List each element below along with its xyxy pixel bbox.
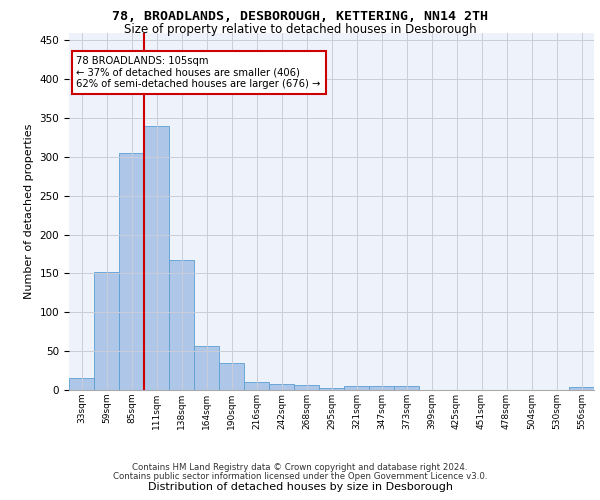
- Bar: [394, 386, 419, 390]
- Y-axis label: Number of detached properties: Number of detached properties: [24, 124, 34, 299]
- Bar: [319, 388, 344, 390]
- Bar: [194, 346, 219, 390]
- Bar: [294, 386, 319, 390]
- Text: Contains HM Land Registry data © Crown copyright and database right 2024.: Contains HM Land Registry data © Crown c…: [132, 464, 468, 472]
- Bar: [269, 384, 294, 390]
- Text: 78, BROADLANDS, DESBOROUGH, KETTERING, NN14 2TH: 78, BROADLANDS, DESBOROUGH, KETTERING, N…: [112, 10, 488, 23]
- Text: Distribution of detached houses by size in Desborough: Distribution of detached houses by size …: [148, 482, 452, 492]
- Text: 78 BROADLANDS: 105sqm
← 37% of detached houses are smaller (406)
62% of semi-det: 78 BROADLANDS: 105sqm ← 37% of detached …: [77, 56, 321, 89]
- Bar: [569, 387, 594, 390]
- Bar: [219, 363, 244, 390]
- Bar: [94, 272, 119, 390]
- Bar: [344, 386, 369, 390]
- Bar: [169, 260, 194, 390]
- Text: Size of property relative to detached houses in Desborough: Size of property relative to detached ho…: [124, 22, 476, 36]
- Text: Contains public sector information licensed under the Open Government Licence v3: Contains public sector information licen…: [113, 472, 487, 481]
- Bar: [244, 382, 269, 390]
- Bar: [69, 378, 94, 390]
- Bar: [119, 153, 144, 390]
- Bar: [369, 386, 394, 390]
- Bar: [144, 126, 169, 390]
